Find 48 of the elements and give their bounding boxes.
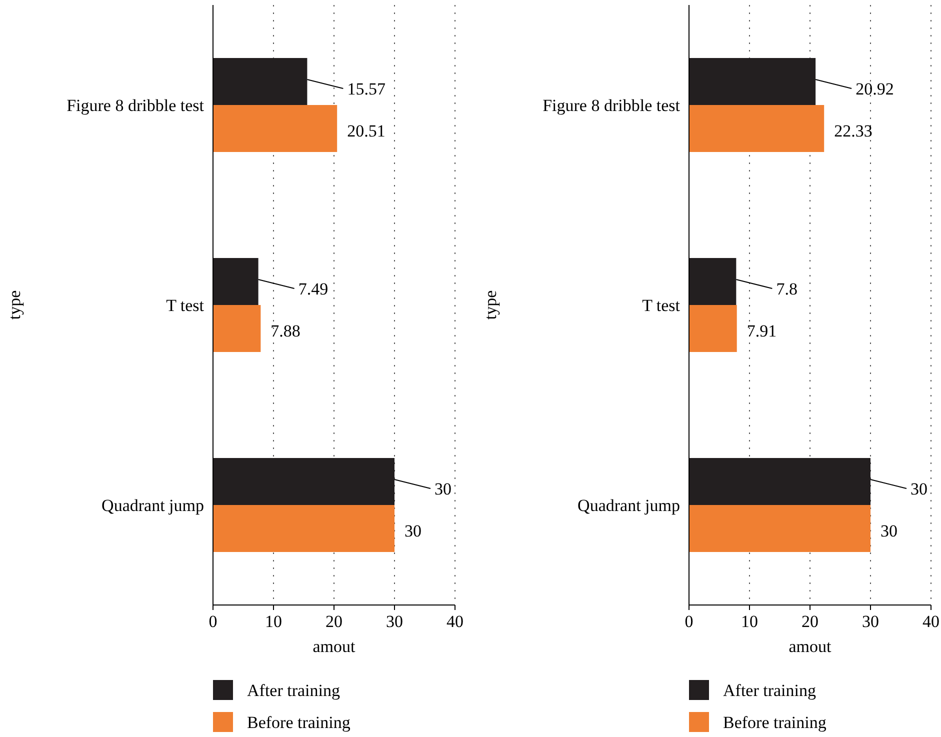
x-tick-label: 20 xyxy=(326,612,342,631)
legend-label: After training xyxy=(723,680,816,700)
y-axis-title: type xyxy=(481,290,500,320)
data-label: 22.33 xyxy=(834,121,872,140)
data-label: 20.51 xyxy=(347,121,386,140)
bar xyxy=(689,458,870,505)
legend-label: After training xyxy=(247,680,340,700)
data-label: 7.88 xyxy=(270,321,300,340)
data-label: 30 xyxy=(880,521,898,540)
x-tick-label: 40 xyxy=(446,612,464,631)
bar xyxy=(689,305,737,352)
x-tick-label: 0 xyxy=(684,612,694,631)
x-axis-title: amout xyxy=(312,637,356,656)
y-tick-label: T test xyxy=(642,296,680,315)
x-tick-label: 40 xyxy=(922,612,940,631)
data-label: 20.92 xyxy=(856,79,894,98)
bar xyxy=(689,105,824,152)
data-label: 30 xyxy=(434,479,452,498)
y-tick-label: Figure 8 dribble test xyxy=(542,96,680,115)
x-axis-title: amout xyxy=(788,637,832,656)
x-tick-label: 0 xyxy=(208,612,218,631)
y-axis-title: type xyxy=(5,290,24,320)
y-tick-label: Quadrant jump xyxy=(578,496,680,515)
legend-label: Before training xyxy=(247,712,351,732)
x-tick-label: 30 xyxy=(386,612,403,631)
bar xyxy=(213,458,394,505)
bar xyxy=(213,305,261,352)
x-tick-label: 10 xyxy=(265,612,282,631)
y-tick-label: Quadrant jump xyxy=(102,496,204,515)
bar xyxy=(213,505,394,552)
x-tick-label: 10 xyxy=(741,612,758,631)
data-label: 7.8 xyxy=(776,279,798,298)
data-label: 7.49 xyxy=(298,279,328,298)
x-tick-label: 20 xyxy=(802,612,818,631)
data-label: 15.57 xyxy=(347,79,386,98)
data-label: 7.91 xyxy=(746,321,777,340)
bar xyxy=(689,58,816,105)
bar xyxy=(213,105,338,152)
bar xyxy=(213,258,258,305)
y-tick-label: T test xyxy=(166,296,204,315)
bar xyxy=(213,58,308,105)
bar xyxy=(689,505,870,552)
legend-label: Before training xyxy=(723,712,827,732)
data-label: 30 xyxy=(404,521,422,540)
x-tick-label: 30 xyxy=(862,612,879,631)
bar xyxy=(689,258,736,305)
data-label: 30 xyxy=(910,479,928,498)
y-tick-label: Figure 8 dribble test xyxy=(66,96,204,115)
